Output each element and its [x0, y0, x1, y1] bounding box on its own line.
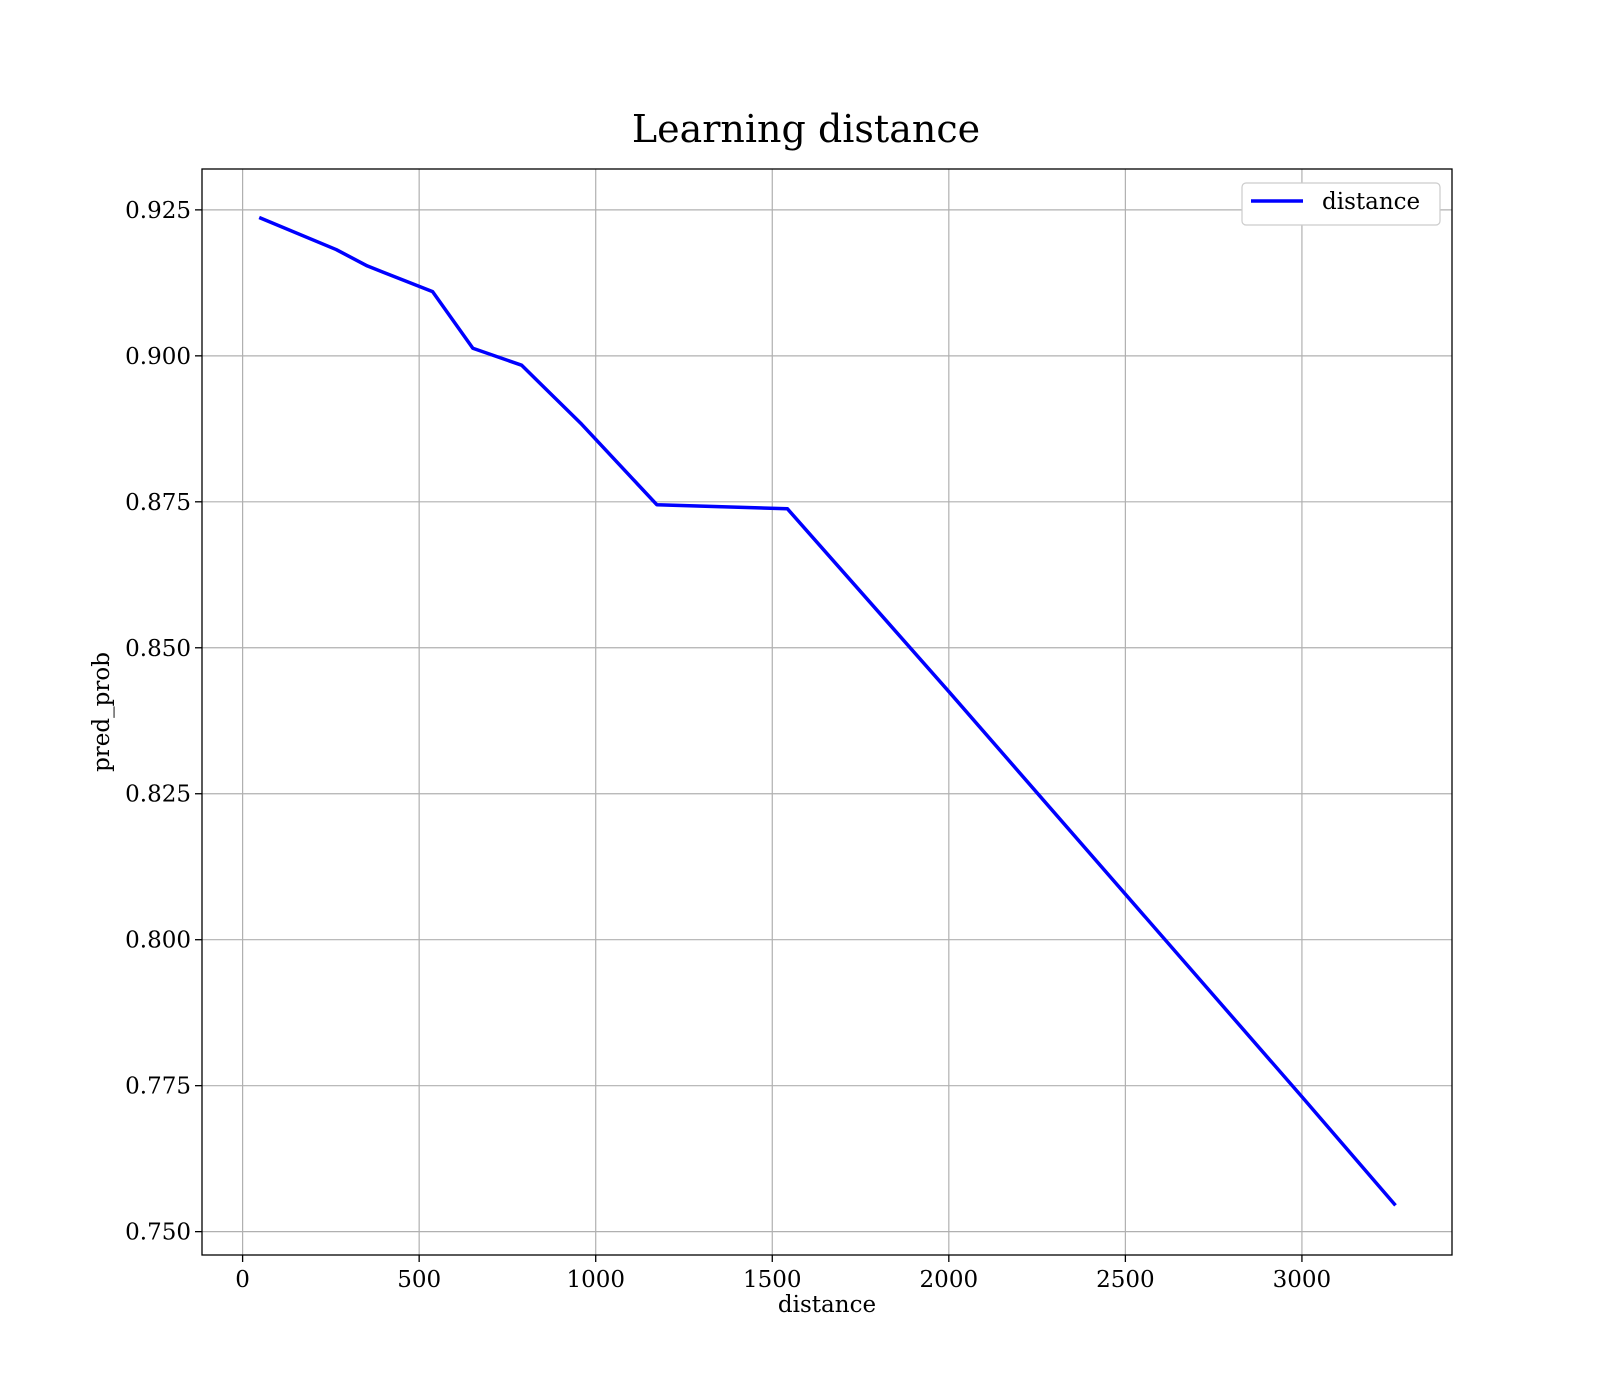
legend-label: distance: [1322, 189, 1420, 215]
y-tick-label: 0.900: [125, 344, 191, 370]
x-tick-label: 500: [397, 1267, 441, 1293]
grid: [202, 169, 1452, 1255]
y-tick-label: 0.925: [125, 198, 191, 224]
x-tick-label: 1000: [566, 1267, 625, 1293]
series-line-distance: [258, 215, 1397, 1207]
y-tick-label: 0.775: [125, 1074, 191, 1100]
y-tick-label: 0.750: [125, 1220, 191, 1246]
y-tick-label: 0.875: [125, 490, 191, 516]
plot-area-frame: [201, 168, 1453, 1256]
x-tick-label: 2500: [1096, 1267, 1155, 1293]
y-tick-label: 0.825: [125, 782, 191, 808]
ticks: 0 500 1000 1500 2000 2500 3000 0.750 0.775 0.800 0…: [125, 198, 1331, 1293]
legend-box: [1241, 182, 1441, 226]
x-axis-label: distance: [778, 1292, 876, 1318]
series-layer: [258, 215, 1397, 1207]
x-tick-label: 0: [235, 1267, 250, 1293]
x-tick-label: 3000: [1273, 1267, 1332, 1293]
y-tick-label: 0.800: [125, 928, 191, 954]
chart-title: Learning distance: [632, 107, 980, 151]
y-axis-label: pred_prob: [89, 652, 115, 772]
x-tick-label: 2000: [920, 1267, 979, 1293]
legend: distance: [1241, 182, 1441, 226]
y-tick-label: 0.850: [125, 636, 191, 662]
x-tick-label: 1500: [743, 1267, 802, 1293]
